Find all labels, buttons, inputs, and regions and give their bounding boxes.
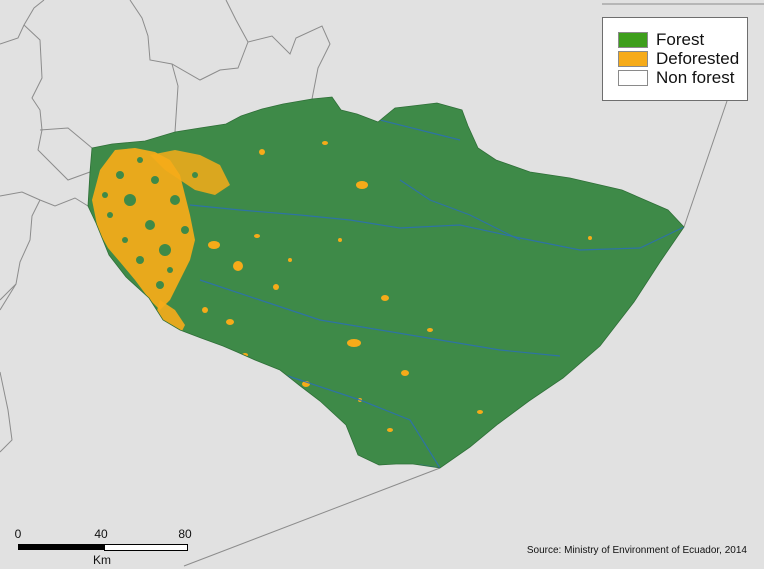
boundary-line xyxy=(171,63,179,133)
legend-swatch-deforested xyxy=(618,51,648,67)
boundary-line xyxy=(0,371,13,453)
map-legend: Forest Deforested Non forest xyxy=(602,17,748,101)
scale-segment-empty xyxy=(104,544,188,551)
forest-patches xyxy=(102,157,198,289)
scale-tick-label: 40 xyxy=(94,527,108,541)
boundary-line xyxy=(23,24,91,181)
boundary-line xyxy=(0,199,41,301)
scale-tick-label: 80 xyxy=(178,527,192,541)
legend-label: Forest xyxy=(656,30,705,49)
scale-unit-label: Km xyxy=(93,553,111,567)
scale-tick-label: 0 xyxy=(14,527,22,541)
boundary-line xyxy=(129,0,331,100)
scale-bar: 0 40 80 Km xyxy=(12,527,198,567)
legend-swatch-non-forest xyxy=(618,70,648,86)
boundary-line xyxy=(225,0,249,43)
boundary-line xyxy=(0,191,89,207)
region-outline xyxy=(87,96,685,469)
source-credit: Source: Ministry of Environment of Ecuad… xyxy=(526,545,747,556)
legend-label: Non forest xyxy=(656,68,735,87)
scale-segment-filled xyxy=(18,544,104,550)
legend-swatch-forest xyxy=(618,32,648,48)
boundary-line xyxy=(183,467,441,567)
boundary-line xyxy=(683,100,728,228)
legend-item-non-forest: Non forest xyxy=(618,68,734,88)
legend-item-deforested: Deforested xyxy=(618,49,739,69)
boundary-line xyxy=(0,283,17,311)
boundary-line xyxy=(39,127,93,149)
legend-item-forest: Forest xyxy=(618,30,704,50)
legend-label: Deforested xyxy=(656,49,740,68)
